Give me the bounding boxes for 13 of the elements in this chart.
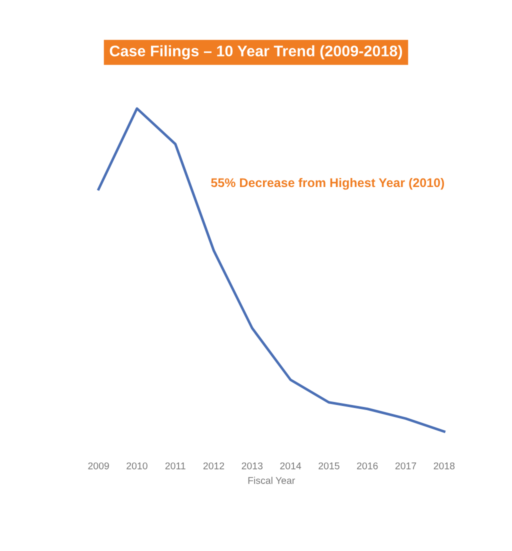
x-tick-label: 2011 (165, 462, 186, 470)
x-tick-label: 2012 (203, 462, 224, 470)
chart-title: Case Filings – 10 Year Trend (2009-2018) (110, 45, 402, 60)
x-tick-label: 2017 (395, 462, 416, 470)
annotation: 55% Decrease from Highest Year (2010) (211, 178, 444, 190)
x-tick-label: 2018 (434, 462, 455, 470)
x-tick-label: 2014 (280, 462, 302, 470)
x-axis-title: Fiscal Year (248, 476, 295, 484)
x-tick-label: 2013 (242, 462, 263, 470)
x-tick-label: 2009 (88, 462, 109, 470)
x-tick-label: 2010 (126, 462, 148, 470)
x-tick-label: 2016 (357, 462, 378, 470)
x-tick-label: 2015 (318, 462, 340, 470)
